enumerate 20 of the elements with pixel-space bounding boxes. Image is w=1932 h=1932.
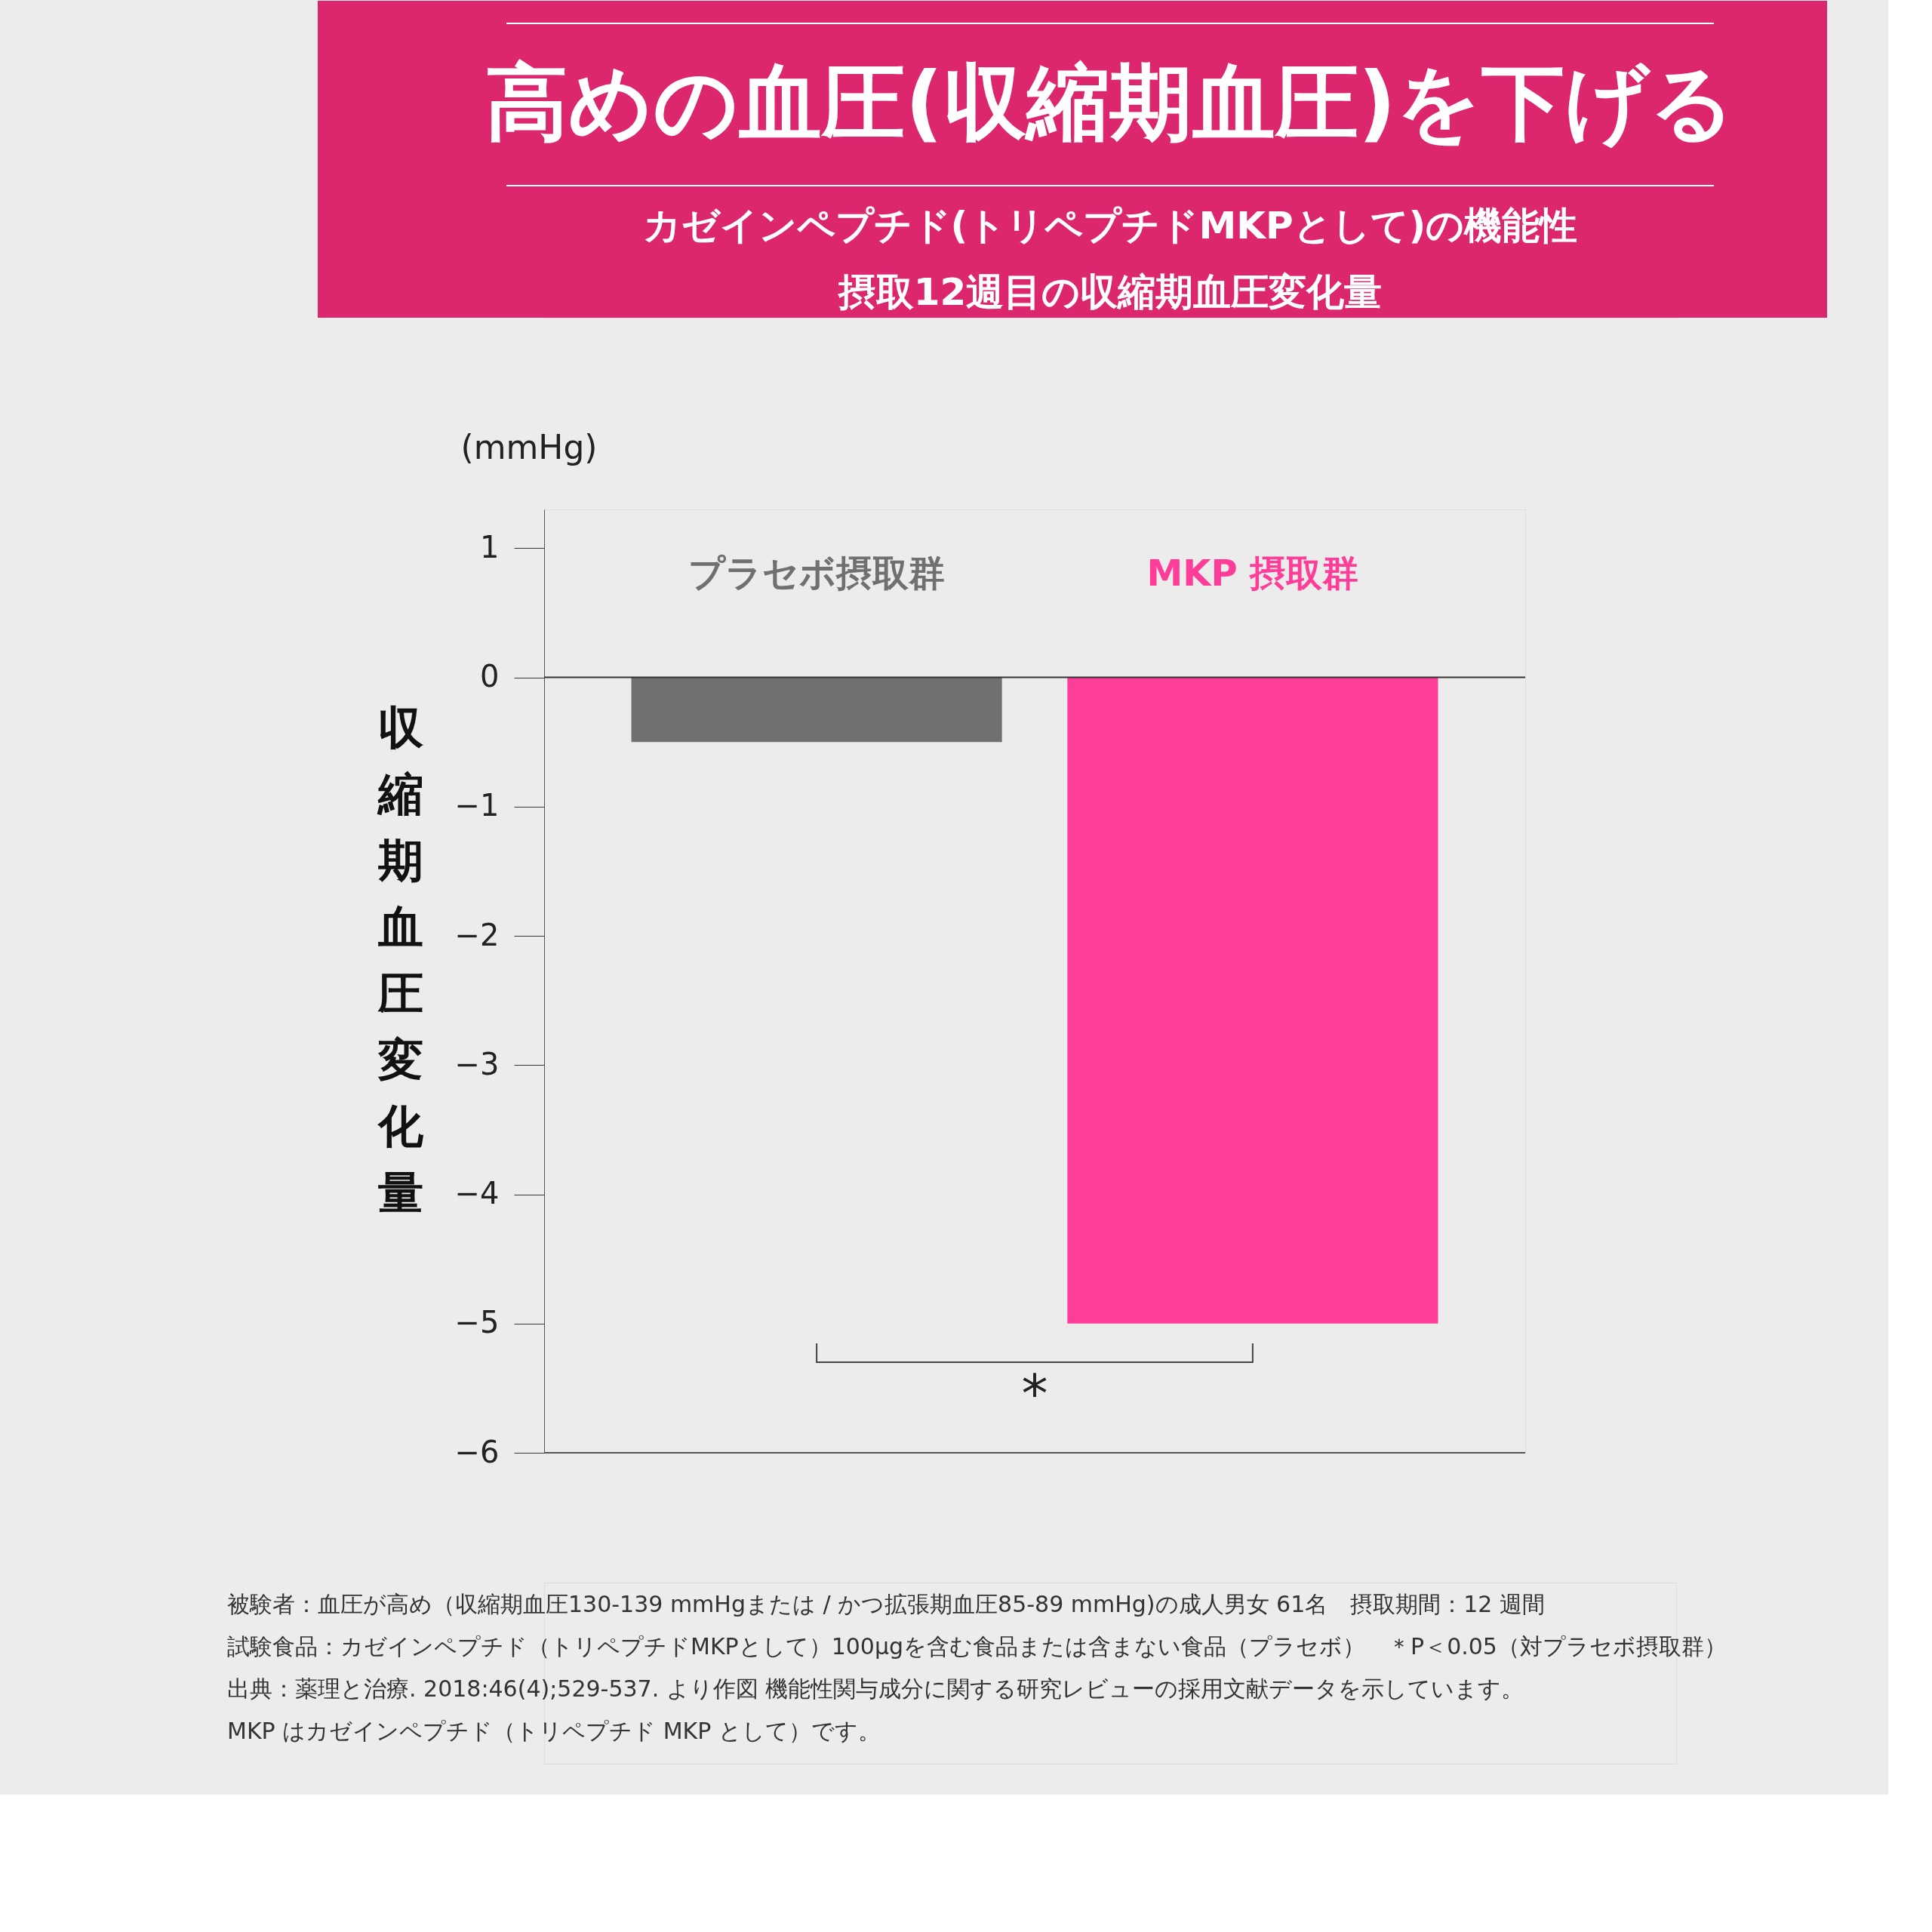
text: (mmHg) <box>460 428 598 466</box>
y-tick-label: −4 <box>454 1176 500 1211</box>
y-tick-label: −5 <box>454 1305 500 1340</box>
text: 試験食品：カゼインペプチド（トリペプチドMKPとして）100μgを含む食品または含まない食品（プラセボ） ＊P＜0.05（対プラセボ摂取群） <box>227 1633 1727 1660</box>
y-tick-label: −2 <box>454 917 500 952</box>
y-tick-label: −3 <box>454 1046 500 1081</box>
text: カゼインペプチド(トリペプチドMKPとして)の機能性 <box>642 204 1578 248</box>
text: MKP はカゼインペプチド（トリペプチド MKP として）です。 <box>227 1718 881 1744</box>
chart-title: 高めの血圧(収縮期血圧)を下げる <box>485 54 1735 151</box>
y-tick-label: −6 <box>454 1434 500 1469</box>
y-tick-label: 1 <box>480 529 500 565</box>
y-tick-label: −1 <box>454 788 500 823</box>
y-tick-label: 0 <box>480 659 500 694</box>
annotation: * <box>1021 1363 1048 1425</box>
text: 摂取12週目の収縮期血圧変化量 <box>838 270 1383 314</box>
source-note: 出典：薬理と治療. 2018:46(4);529-537. より作図 機能性関与成分に関する研究レビューの採用文献データを示しています。 <box>227 1675 1524 1702</box>
y-axis-title: 収縮期血圧変化量 <box>377 701 424 1219</box>
x-tick-label: MKP 摂取群 <box>1146 551 1359 594</box>
text: 被験者：血圧が高め（収縮期血圧130-139 mmHgまたは / かつ拡張期血圧85-89 mmHg)の成人男女 61名 摂取期間：12 週間 <box>227 1591 1545 1617</box>
x-tick-label: プラセボ摂取群 <box>688 551 946 594</box>
